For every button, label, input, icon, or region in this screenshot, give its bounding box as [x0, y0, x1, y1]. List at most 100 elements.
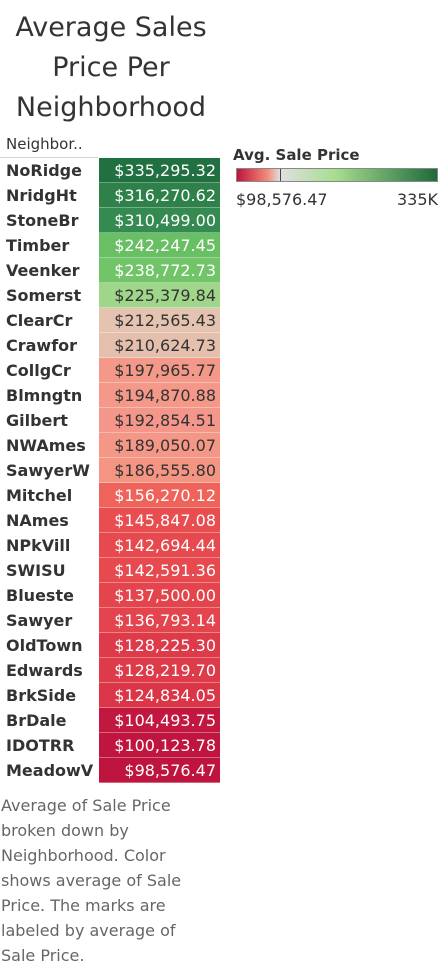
neighborhood-label: NWAmes: [6, 436, 86, 455]
value-label: $124,834.05: [114, 686, 216, 705]
value-label: $137,500.00: [114, 586, 216, 605]
value-cell[interactable]: $194,870.88: [99, 383, 220, 408]
value-label: $197,965.77: [114, 361, 216, 380]
value-cell[interactable]: $186,555.80: [99, 458, 220, 483]
table-row[interactable]: NridgHt $316,270.62: [0, 183, 220, 208]
table-row[interactable]: NoRidge $335,295.32: [0, 158, 220, 183]
table-row[interactable]: ClearCr $212,565.43: [0, 308, 220, 333]
neighborhood-label: Somerst: [6, 286, 82, 305]
neighborhood-label: BrkSide: [6, 686, 77, 705]
neighborhood-label: NPkVill: [6, 536, 71, 555]
table-row[interactable]: IDOTRR $100,123.78: [0, 733, 220, 758]
value-cell[interactable]: $104,493.75: [99, 708, 220, 733]
value-label: $100,123.78: [114, 736, 216, 755]
table-row[interactable]: MeadowV $98,576.47: [0, 758, 220, 783]
value-cell[interactable]: $145,847.08: [99, 508, 220, 533]
value-cell[interactable]: $136,793.14: [99, 608, 220, 633]
value-label: $242,247.45: [114, 236, 216, 255]
table-row[interactable]: NPkVill $142,694.44: [0, 533, 220, 558]
caption: Average of Sale Price broken down by Nei…: [1, 796, 182, 965]
value-label: $316,270.62: [114, 186, 216, 205]
table-row[interactable]: Gilbert $192,854.51: [0, 408, 220, 433]
value-cell[interactable]: $156,270.12: [99, 483, 220, 508]
neighborhood-label: SWISU: [6, 561, 66, 580]
value-label: $212,565.43: [114, 311, 216, 330]
neighborhood-label: Gilbert: [6, 411, 68, 430]
value-label: $194,870.88: [114, 386, 216, 405]
value-cell[interactable]: $124,834.05: [99, 683, 220, 708]
value-cell[interactable]: $242,247.45: [99, 233, 220, 258]
neighborhood-label: Veenker: [6, 261, 80, 280]
neighborhood-label: ClearCr: [6, 311, 73, 330]
value-cell[interactable]: $192,854.51: [99, 408, 220, 433]
table-row[interactable]: Sawyer $136,793.14: [0, 608, 220, 633]
value-label: $142,694.44: [114, 536, 216, 555]
value-cell[interactable]: $128,219.70: [99, 658, 220, 683]
value-cell[interactable]: $100,123.78: [99, 733, 220, 758]
header-rule: [0, 157, 98, 158]
value-label: $210,624.73: [114, 336, 216, 355]
table-row[interactable]: CollgCr $197,965.77: [0, 358, 220, 383]
table-row[interactable]: Blueste $137,500.00: [0, 583, 220, 608]
table-row[interactable]: Somerst $225,379.84: [0, 283, 220, 308]
value-label: $310,499.00: [114, 211, 216, 230]
table-row[interactable]: OldTown $128,225.30: [0, 633, 220, 658]
neighborhood-label: CollgCr: [6, 361, 71, 380]
table-row[interactable]: NAmes $145,847.08: [0, 508, 220, 533]
value-label: $238,772.73: [114, 261, 216, 280]
table-row[interactable]: Mitchel $156,270.12: [0, 483, 220, 508]
value-cell[interactable]: $98,576.47: [99, 758, 220, 783]
value-cell[interactable]: $310,499.00: [99, 208, 220, 233]
neighborhood-label: IDOTRR: [6, 736, 75, 755]
legend-min-label: $98,576.47: [236, 190, 328, 209]
legend-max-label: 335K: [396, 190, 438, 209]
value-label: $156,270.12: [114, 486, 216, 505]
value-cell[interactable]: $212,565.43: [99, 308, 220, 333]
value-label: $186,555.80: [114, 461, 216, 480]
neighborhood-label: MeadowV: [6, 761, 94, 780]
value-label: $98,576.47: [124, 761, 216, 780]
color-legend-bar[interactable]: [236, 168, 438, 182]
value-cell[interactable]: $238,772.73: [99, 258, 220, 283]
table-row[interactable]: BrkSide $124,834.05: [0, 683, 220, 708]
table-row[interactable]: Edwards $128,219.70: [0, 658, 220, 683]
table-row[interactable]: Timber $242,247.45: [0, 233, 220, 258]
value-cell[interactable]: $335,295.32: [99, 158, 220, 183]
value-cell[interactable]: $142,694.44: [99, 533, 220, 558]
value-cell[interactable]: $225,379.84: [99, 283, 220, 308]
neighborhood-label: BrDale: [6, 711, 67, 730]
value-cell[interactable]: $210,624.73: [99, 333, 220, 358]
neighborhood-label: Blueste: [6, 586, 74, 605]
value-label: $145,847.08: [114, 511, 216, 530]
table-row[interactable]: SawyerW $186,555.80: [0, 458, 220, 483]
value-label: $335,295.32: [114, 161, 216, 180]
legend-title: Avg. Sale Price: [233, 146, 360, 164]
table-row[interactable]: StoneBr $310,499.00: [0, 208, 220, 233]
value-cell[interactable]: $197,965.77: [99, 358, 220, 383]
neighborhood-label: NAmes: [6, 511, 69, 530]
neighborhood-label: NoRidge: [6, 161, 82, 180]
value-cell[interactable]: $137,500.00: [99, 583, 220, 608]
table-row[interactable]: Crawfor $210,624.73: [0, 333, 220, 358]
neighborhood-label: SawyerW: [6, 461, 90, 480]
table-row[interactable]: Blmngtn $194,870.88: [0, 383, 220, 408]
value-label: $128,219.70: [114, 661, 216, 680]
table-row[interactable]: BrDale $104,493.75: [0, 708, 220, 733]
value-cell[interactable]: $316,270.62: [99, 183, 220, 208]
chart-title: Average Sales Price Per Neighborhood: [15, 12, 207, 123]
value-cell[interactable]: $142,591.36: [99, 558, 220, 583]
table-row[interactable]: Veenker $238,772.73: [0, 258, 220, 283]
column-header[interactable]: Neighbor..: [6, 135, 83, 153]
neighborhood-label: OldTown: [6, 636, 83, 655]
value-cell[interactable]: $189,050.07: [99, 433, 220, 458]
neighborhood-label: Mitchel: [6, 486, 73, 505]
value-label: $142,591.36: [114, 561, 216, 580]
value-label: $225,379.84: [114, 286, 216, 305]
table-row[interactable]: NWAmes $189,050.07: [0, 433, 220, 458]
neighborhood-label: NridgHt: [6, 186, 77, 205]
neighborhood-label: Crawfor: [6, 336, 78, 355]
value-label: $128,225.30: [114, 636, 216, 655]
value-cell[interactable]: $128,225.30: [99, 633, 220, 658]
legend-center-tick: [280, 169, 282, 181]
table-row[interactable]: SWISU $142,591.36: [0, 558, 220, 583]
